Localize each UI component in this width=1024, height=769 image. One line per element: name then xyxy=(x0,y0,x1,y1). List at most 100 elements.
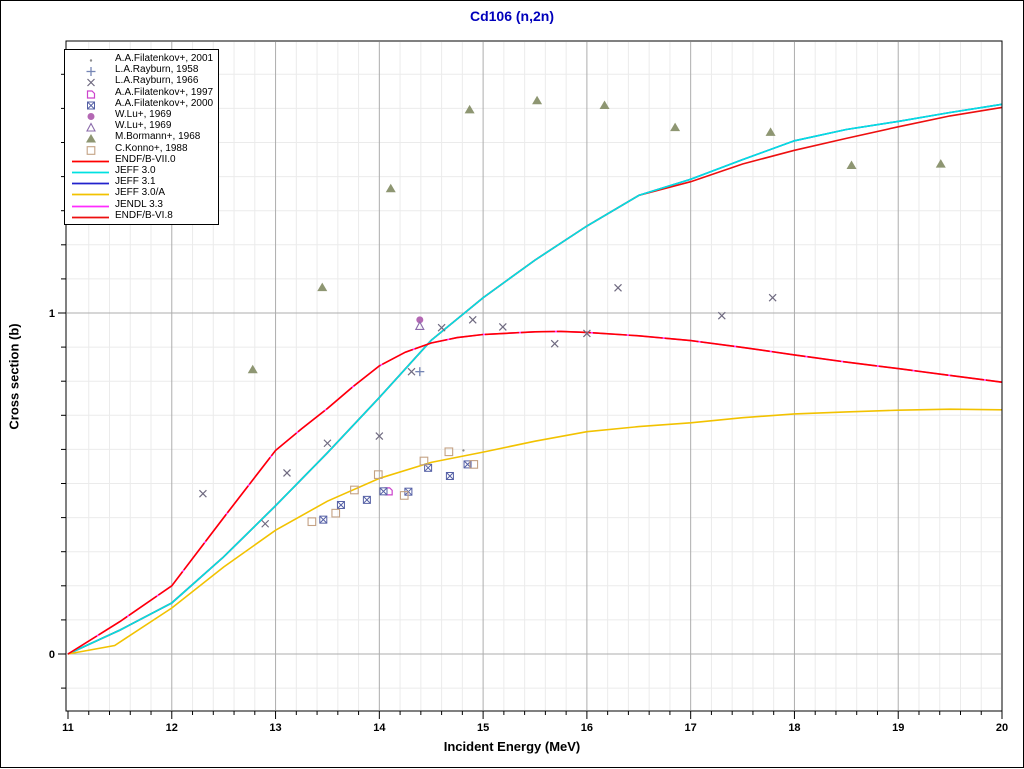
circle-filled-icon xyxy=(67,109,113,121)
y-tick-labels: 01 xyxy=(49,308,55,661)
legend-item: W.Lu+, 1969 xyxy=(67,109,213,121)
plot-frame xyxy=(65,40,1003,712)
x-tick-label: 18 xyxy=(788,722,800,734)
series-lu-1969-circle xyxy=(416,316,424,324)
filled-triangle-marker xyxy=(846,160,857,170)
legend-item-label: W.Lu+, 1969 xyxy=(115,109,172,121)
y-axis-label: Cross section (b) xyxy=(6,323,22,430)
filled-triangle-marker xyxy=(765,127,776,136)
square-open-icon xyxy=(67,143,113,155)
cross-square-icon xyxy=(67,98,113,110)
series-filatenkov-2001 xyxy=(462,449,465,452)
legend-item-label: M.Bormann+, 1968 xyxy=(115,131,201,143)
grid-major xyxy=(67,42,1001,710)
open-square-marker xyxy=(373,470,383,479)
filled-triangle-marker xyxy=(464,104,475,114)
open-square-marker xyxy=(399,491,409,500)
curve-endfb-vii0 xyxy=(67,330,1003,655)
open-square-marker xyxy=(307,517,317,527)
legend-line-swatch xyxy=(67,176,113,187)
legend-item-label: A.A.Filatenkov+, 1997 xyxy=(115,86,214,98)
dot-marker xyxy=(462,449,465,452)
x-tick-label: 15 xyxy=(477,722,489,734)
curve-jeff-30 xyxy=(67,103,1003,655)
filled-triangle-marker xyxy=(532,95,543,105)
x-tick-label: 17 xyxy=(685,722,697,734)
legend-item-label: L.A.Rayburn, 1958 xyxy=(115,64,199,76)
open-square-marker xyxy=(86,145,96,155)
open-triangle-marker xyxy=(414,320,425,331)
y-tick-label: 0 xyxy=(49,649,55,661)
open-square-marker xyxy=(469,460,479,469)
legend-item-label: A.A.Filatenkov+, 2001 xyxy=(115,53,214,65)
legend-item-label: JEFF 3.0 xyxy=(115,164,156,176)
legend-line-swatch xyxy=(67,154,113,165)
legend-item: L.A.Rayburn, 1958 xyxy=(67,64,213,77)
filled-triangle-marker xyxy=(599,100,610,109)
dot-icon xyxy=(67,53,113,64)
legend-item: A.A.Filatenkov+, 2000 xyxy=(67,97,214,110)
x-tick-label: 12 xyxy=(166,722,178,734)
legend-line-swatch xyxy=(67,165,113,176)
notched-square-marker xyxy=(86,90,96,99)
triangle-open-icon xyxy=(67,120,113,132)
legend-line-swatch xyxy=(67,210,113,221)
filled-triangle-marker xyxy=(86,134,96,143)
open-square-marker xyxy=(331,508,341,518)
legend-item-label: JENDL 3.3 xyxy=(115,198,163,210)
notch-square-icon xyxy=(67,87,113,99)
open-square-marker xyxy=(444,447,454,457)
legend-item-label: JEFF 3.0/A xyxy=(115,187,166,199)
legend-item-label: C.Konno+, 1988 xyxy=(115,142,188,154)
series-filatenkov-2000 xyxy=(319,460,472,524)
filled-triangle-marker xyxy=(935,159,946,168)
legend-item: JEFF 3.0 xyxy=(67,165,213,176)
series-konno-1988 xyxy=(307,447,479,527)
legend-line-swatch xyxy=(67,199,113,210)
open-square-marker xyxy=(350,485,359,495)
legend-line-swatch xyxy=(67,187,113,198)
legend-item-label: ENDF/B-VII.0 xyxy=(115,153,176,165)
dot-marker xyxy=(89,59,93,62)
x-tick-label: 11 xyxy=(62,722,74,734)
legend-item: W.Lu+, 1969 xyxy=(67,120,213,132)
x-tick-label: 13 xyxy=(269,722,281,734)
evaluation-curves xyxy=(67,103,1003,655)
filled-circle-marker xyxy=(416,316,424,324)
x-tick-label: 19 xyxy=(892,722,904,734)
x-tick-label: 14 xyxy=(373,722,386,734)
legend-item: M.Bormann+, 1968 xyxy=(67,131,213,143)
x-axis-label: Incident Energy (MeV) xyxy=(443,739,581,754)
legend-item-label: A.A.Filatenkov+, 2000 xyxy=(115,97,214,109)
x-tick-labels: 11 12 13 14 15 16 17 18 19 20 xyxy=(62,722,1008,734)
x-tick-label: 20 xyxy=(996,722,1008,734)
legend: A.A.Filatenkov+, 2001 L.A.Rayburn, 1958 L.… xyxy=(64,49,220,225)
filled-circle-marker xyxy=(87,113,95,121)
legend-item: JEFF 3.1 xyxy=(67,176,213,187)
legend-item-label: JEFF 3.1 xyxy=(115,176,156,188)
series-lu-1969-triangle xyxy=(414,320,425,331)
y-tick-label: 1 xyxy=(49,308,55,320)
curve-jendl-33 xyxy=(67,330,1003,655)
legend-item: C.Konno+, 1988 xyxy=(67,142,213,155)
series-rayburn-1958 xyxy=(415,367,425,377)
filled-triangle-marker xyxy=(385,183,396,193)
series-rayburn-1966 xyxy=(198,283,777,528)
triangle-filled-icon xyxy=(67,131,113,143)
chart-title: Cd106 (n,2n) xyxy=(469,8,554,24)
cross-icon xyxy=(67,75,113,87)
filled-triangle-marker xyxy=(670,122,681,132)
x-tick-label: 16 xyxy=(581,722,593,734)
legend-item: JENDL 3.3 xyxy=(67,198,213,210)
filled-triangle-marker xyxy=(247,364,258,374)
series-bormann-1968 xyxy=(247,95,946,374)
legend-item: JEFF 3.0/A xyxy=(67,187,213,198)
plus-icon xyxy=(67,64,113,77)
filled-triangle-marker xyxy=(317,282,328,292)
legend-item: A.A.Filatenkov+, 2001 xyxy=(67,53,213,64)
legend-item-label: W.Lu+, 1969 xyxy=(115,120,172,132)
legend-item: ENDF/B-VI.8 xyxy=(67,210,213,221)
legend-item: A.A.Filatenkov+, 1997 xyxy=(67,86,214,99)
curve-jeff-30a xyxy=(67,408,1003,655)
